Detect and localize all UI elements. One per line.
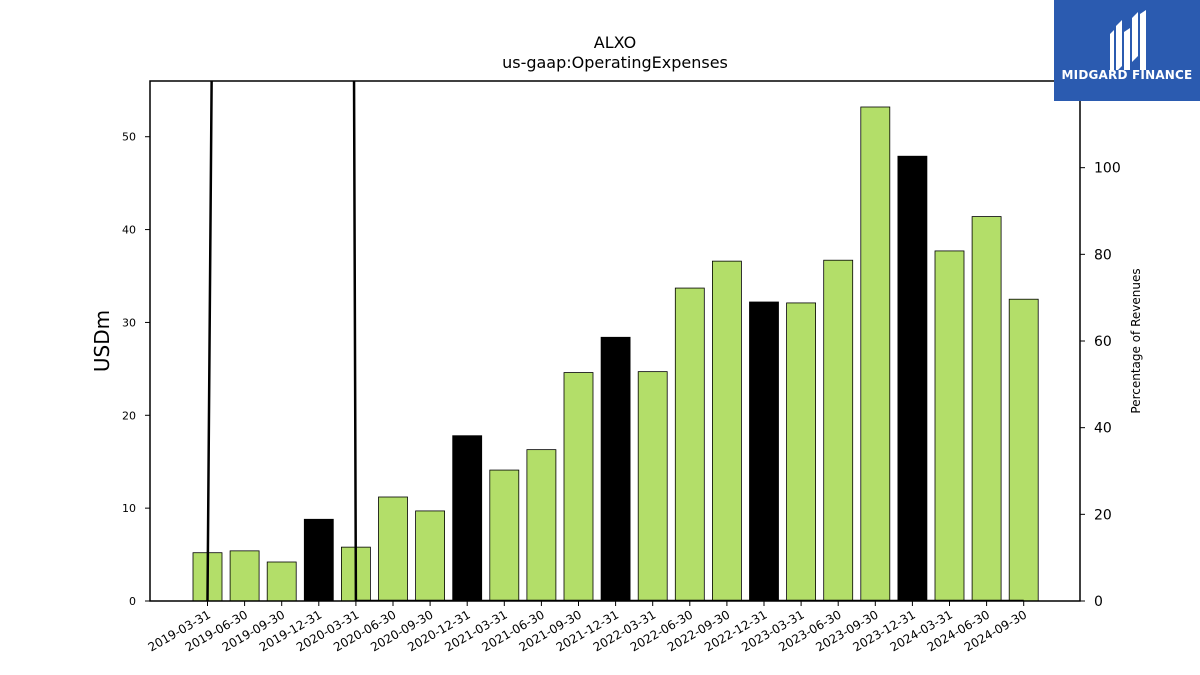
- bar: [1008, 298, 1039, 602]
- y-tick-label: 50: [122, 131, 136, 144]
- y-tick-label: 10: [122, 502, 136, 515]
- bar: [489, 469, 520, 602]
- bar: [860, 106, 891, 602]
- bar: [415, 510, 446, 602]
- y2-tick-label: 20: [1094, 507, 1112, 523]
- y-tick-label: 30: [122, 316, 136, 329]
- y-axis-label: USDm: [90, 310, 114, 372]
- bar: [674, 287, 705, 602]
- bar: [971, 216, 1002, 602]
- bar: [563, 372, 594, 602]
- y2-tick-label: 100: [1094, 161, 1121, 177]
- bar: [378, 496, 408, 602]
- bar: [823, 259, 854, 602]
- y2-tick-label: 60: [1094, 334, 1112, 350]
- x-axis: 2019-03-312019-06-302019-09-302019-12-31…: [146, 601, 1029, 654]
- bar: [712, 260, 742, 602]
- y-axis: 0 10 20 30 40 50: [122, 131, 150, 608]
- bar: [749, 301, 779, 602]
- bar: [303, 518, 334, 602]
- y2-axis: 0 20 40 60 80 100: [1080, 161, 1121, 610]
- bar: [934, 250, 965, 602]
- y-tick-label: 20: [122, 409, 136, 422]
- bar: [526, 449, 557, 602]
- bar: [229, 550, 260, 602]
- bar: [452, 435, 483, 602]
- bar: [897, 155, 928, 602]
- bar: [786, 302, 816, 602]
- y2-tick-label: 0: [1094, 594, 1103, 610]
- bar: [637, 371, 668, 602]
- chart-title: ALXO: [594, 33, 636, 52]
- y2-tick-label: 40: [1094, 421, 1112, 437]
- midgard-finance-logo: MIDGARD FINANCE: [1054, 0, 1200, 101]
- y-tick-label: 40: [122, 224, 136, 237]
- logo-text: MIDGARD FINANCE: [1061, 68, 1193, 82]
- midgard-logo-icon: [1110, 10, 1146, 70]
- bars-group: [192, 106, 1039, 602]
- bar: [600, 336, 631, 602]
- bar: [266, 561, 297, 602]
- y-tick-label: 0: [129, 595, 136, 608]
- y2-axis-label: Percentage of Revenues: [1129, 268, 1143, 413]
- y2-tick-label: 80: [1094, 247, 1112, 263]
- chart-subtitle: us-gaap:OperatingExpenses: [502, 53, 728, 72]
